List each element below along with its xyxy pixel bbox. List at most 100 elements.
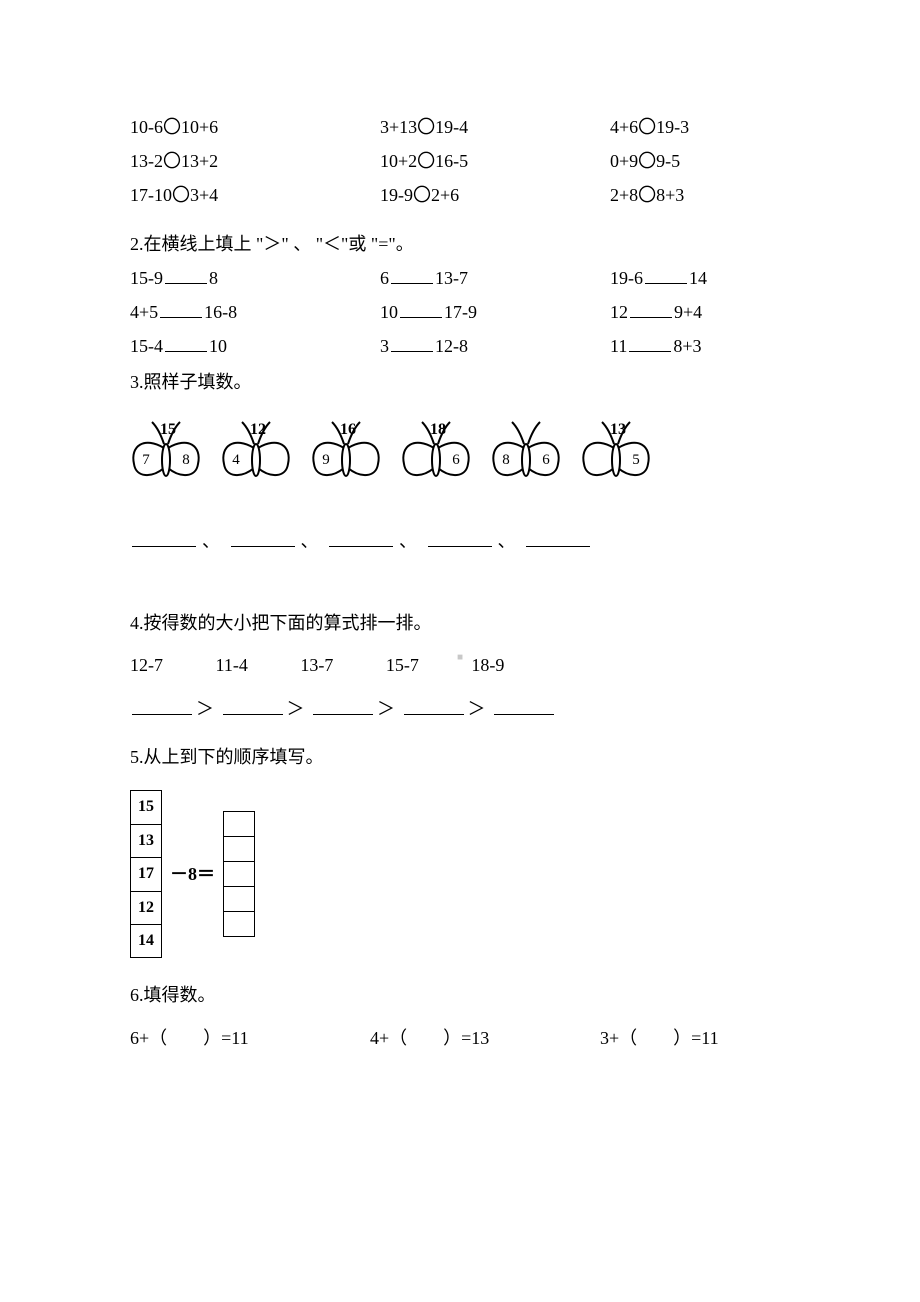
q2-right: 17-9 bbox=[444, 302, 477, 322]
fill-blank[interactable] bbox=[165, 333, 207, 352]
butterfly-row: 15 7 8 12 4 16 9 bbox=[130, 420, 790, 500]
svg-text:15: 15 bbox=[160, 421, 176, 438]
q1-cell: 0+9〇9-5 bbox=[610, 144, 790, 178]
gt-symbol: ＞ bbox=[468, 699, 486, 719]
q2-right: 9+4 bbox=[674, 302, 702, 322]
butterfly: 13 5 bbox=[580, 420, 652, 500]
fill-blank[interactable] bbox=[160, 299, 202, 318]
butterfly: 15 7 8 bbox=[130, 420, 202, 500]
q2-cell: 11 8+3 bbox=[610, 329, 790, 363]
butterfly-icon: 16 9 bbox=[310, 420, 382, 500]
fill-blank[interactable] bbox=[629, 333, 671, 352]
fill-blank[interactable] bbox=[494, 696, 554, 715]
fill-blank[interactable] bbox=[645, 265, 687, 284]
svg-text:18: 18 bbox=[430, 421, 446, 438]
svg-text:9: 9 bbox=[322, 452, 330, 468]
fill-blank[interactable] bbox=[630, 299, 672, 318]
gt-symbol: ＞ bbox=[377, 699, 395, 719]
q6-row: 6+（ ）=11 4+（ ）=13 3+（ ）=11 bbox=[130, 1021, 790, 1055]
fill-blank[interactable] bbox=[132, 696, 192, 715]
q2-row-1: 15-98 613-7 19-614 bbox=[130, 261, 790, 295]
fill-blank[interactable] bbox=[391, 333, 433, 352]
q4-item: 18-9 bbox=[471, 655, 504, 675]
gt-symbol: ＞ bbox=[196, 699, 214, 719]
q5-right-cell[interactable] bbox=[224, 887, 255, 912]
fill-blank[interactable] bbox=[404, 696, 464, 715]
q2-right: 13-7 bbox=[435, 268, 468, 288]
q1-cell: 10-6〇10+6 bbox=[130, 110, 380, 144]
q6-title: 6.填得数。 bbox=[130, 978, 790, 1012]
q5-right-cell[interactable] bbox=[224, 812, 255, 837]
q2-cell: 1017-9 bbox=[380, 295, 610, 329]
fill-blank[interactable] bbox=[231, 528, 295, 547]
q5-operator: －8＝ bbox=[170, 857, 215, 891]
q2-right: 16-8 bbox=[204, 302, 237, 322]
fill-blank[interactable] bbox=[400, 299, 442, 318]
q5-right-cell[interactable] bbox=[224, 862, 255, 887]
svg-text:5: 5 bbox=[632, 452, 640, 468]
q2-left: 6 bbox=[380, 268, 389, 288]
q1-cell: 2+8〇8+3 bbox=[610, 178, 790, 212]
q6-item: 4+（ ）=13 bbox=[370, 1021, 600, 1055]
fill-blank[interactable] bbox=[165, 265, 207, 284]
fill-blank[interactable] bbox=[132, 528, 196, 547]
fill-blank[interactable] bbox=[391, 265, 433, 284]
q5-left-cell: 17 bbox=[131, 858, 162, 891]
worksheet-page: 10-6〇10+6 3+13〇19-4 4+6〇19-3 13-2〇13+2 1… bbox=[0, 0, 920, 1302]
fill-blank[interactable] bbox=[329, 528, 393, 547]
q2-right: 14 bbox=[689, 268, 707, 288]
q2-left: 11 bbox=[610, 336, 627, 356]
q5-left-cell: 13 bbox=[131, 824, 162, 857]
fill-blank[interactable] bbox=[526, 528, 590, 547]
q4-title: 4.按得数的大小把下面的算式排一排。 bbox=[130, 606, 790, 640]
q6-item: 6+（ ）=11 bbox=[130, 1021, 370, 1055]
q2-left: 3 bbox=[380, 336, 389, 356]
q2-cell: 6 13-7 bbox=[380, 261, 610, 295]
q2-left: 4+5 bbox=[130, 302, 158, 322]
svg-text:6: 6 bbox=[542, 452, 550, 468]
q4-item: 15-7 bbox=[386, 655, 419, 675]
q2-cell: 4+5 16-8 bbox=[130, 295, 380, 329]
q2-cell: 15-410 bbox=[130, 329, 380, 363]
q2-row-3: 15-410 3 12-8 11 8+3 bbox=[130, 329, 790, 363]
butterfly-icon: 8 6 bbox=[490, 420, 562, 500]
svg-text:8: 8 bbox=[502, 452, 510, 468]
q1-row-2: 13-2〇13+2 10+2〇16-5 0+9〇9-5 bbox=[130, 144, 790, 178]
q2-right: 8+3 bbox=[673, 336, 701, 356]
fill-blank[interactable] bbox=[428, 528, 492, 547]
watermark-icon: ■ bbox=[457, 648, 463, 667]
butterfly-icon: 15 7 8 bbox=[130, 420, 202, 500]
butterfly: 16 9 bbox=[310, 420, 382, 500]
q2-cell: 12 9+4 bbox=[610, 295, 790, 329]
q4-item: 12-7 bbox=[130, 655, 163, 675]
q5-left-cell: 15 bbox=[131, 791, 162, 824]
q2-left: 15-9 bbox=[130, 268, 163, 288]
svg-text:8: 8 bbox=[182, 452, 190, 468]
svg-text:16: 16 bbox=[340, 421, 356, 438]
q2-title: 2.在横线上填上 "＞" 、 "＜"或 "="。 bbox=[130, 227, 790, 261]
q5-right-table bbox=[223, 811, 255, 937]
q5-left-cell: 14 bbox=[131, 925, 162, 958]
q2-right: 12-8 bbox=[435, 336, 468, 356]
svg-text:7: 7 bbox=[142, 452, 150, 468]
fill-blank[interactable] bbox=[313, 696, 373, 715]
q2-right: 10 bbox=[209, 336, 227, 356]
q5-right-cell[interactable] bbox=[224, 837, 255, 862]
q1-cell: 10+2〇16-5 bbox=[380, 144, 610, 178]
q4-item: 11-4 bbox=[216, 655, 248, 675]
q2-left: 12 bbox=[610, 302, 628, 322]
q2-cell: 19-614 bbox=[610, 261, 790, 295]
q5-right-cell[interactable] bbox=[224, 912, 255, 937]
q5-tables: 1513171214 －8＝ bbox=[130, 790, 790, 958]
butterfly: 12 4 bbox=[220, 420, 292, 500]
q1-cell: 13-2〇13+2 bbox=[130, 144, 380, 178]
gt-symbol: ＞ bbox=[287, 699, 305, 719]
q5-title: 5.从上到下的顺序填写。 bbox=[130, 740, 790, 774]
svg-text:4: 4 bbox=[232, 452, 240, 468]
q1-cell: 4+6〇19-3 bbox=[610, 110, 790, 144]
q6-item: 3+（ ）=11 bbox=[600, 1021, 780, 1055]
q1-row-3: 17-10〇3+4 19-9〇2+6 2+8〇8+3 bbox=[130, 178, 790, 212]
separator: 、 bbox=[399, 531, 417, 551]
fill-blank[interactable] bbox=[223, 696, 283, 715]
svg-text:6: 6 bbox=[452, 452, 460, 468]
